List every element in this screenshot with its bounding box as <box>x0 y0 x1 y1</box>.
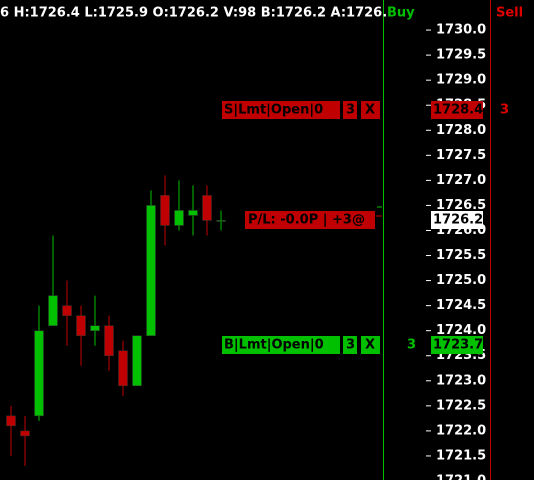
candle-body <box>20 430 30 437</box>
pl-label: P/L: -0.0P | +3@ <box>248 213 365 228</box>
y-tick-label: 1724.5 <box>436 298 486 313</box>
candle-body <box>132 335 142 387</box>
y-tick-label: 1725.5 <box>436 248 486 263</box>
order-box <box>222 101 340 119</box>
order-price: 1723.7 <box>433 338 483 353</box>
candle-body <box>90 325 100 331</box>
y-tick-label: 1721.5 <box>436 448 486 463</box>
y-tick-label: 1727.5 <box>436 148 486 163</box>
price-box <box>431 101 483 119</box>
candle-body <box>104 325 114 356</box>
order-label: B|Lmt|Open|0 <box>224 338 324 353</box>
y-tick-label: 1729.5 <box>436 48 486 63</box>
qty-box[interactable] <box>343 101 357 119</box>
order-qty[interactable]: 3 <box>346 338 355 353</box>
y-tick-label: 1723.0 <box>436 373 486 388</box>
cancel-box[interactable] <box>361 336 380 354</box>
last-price-box <box>431 211 483 229</box>
pl-box <box>245 211 375 229</box>
candle-body <box>118 350 128 387</box>
y-tick-label: 1722.5 <box>436 398 486 413</box>
candle-body <box>174 210 184 226</box>
candle-body <box>6 415 16 427</box>
candle-body <box>216 220 226 222</box>
sell-header[interactable]: Sell <box>496 6 523 21</box>
buy-header[interactable]: Buy <box>387 6 415 21</box>
y-tick-label: 1722.0 <box>436 423 486 438</box>
cancel-box[interactable] <box>361 101 380 119</box>
y-tick-label: 1725.0 <box>436 273 486 288</box>
order-label: S|Lmt|Open|0 <box>224 103 323 118</box>
y-tick-label: 1730.0 <box>436 23 486 38</box>
last-price: 1726.2 <box>433 213 483 228</box>
order-price: 1728.4 <box>433 103 483 118</box>
order-qty[interactable]: 3 <box>346 103 355 118</box>
quote-info: 6 H:1726.4 L:1725.9 O:1726.2 V:98 B:1726… <box>0 6 387 21</box>
candle-body <box>188 210 198 216</box>
y-tick-label: 1728.0 <box>436 123 486 138</box>
order-box <box>222 336 340 354</box>
candle-body <box>48 295 58 326</box>
cancel-button[interactable]: X <box>365 338 375 353</box>
candle-body <box>76 315 86 336</box>
qty-box[interactable] <box>343 336 357 354</box>
order-count: 3 <box>500 103 509 118</box>
y-tick-label: 1727.0 <box>436 173 486 188</box>
y-tick-label: 1729.0 <box>436 73 486 88</box>
y-tick-label: 1721.0 <box>436 474 486 480</box>
candle-body <box>34 330 44 417</box>
candle-body <box>146 205 156 336</box>
order-count: 3 <box>407 338 416 353</box>
y-tick-label: 1724.0 <box>436 323 486 338</box>
candle-body <box>160 195 170 226</box>
y-tick-label: 1726.5 <box>436 198 486 213</box>
cancel-button[interactable]: X <box>365 103 375 118</box>
candle-body <box>202 195 212 221</box>
price-box <box>431 336 483 354</box>
candle-body <box>62 305 72 316</box>
